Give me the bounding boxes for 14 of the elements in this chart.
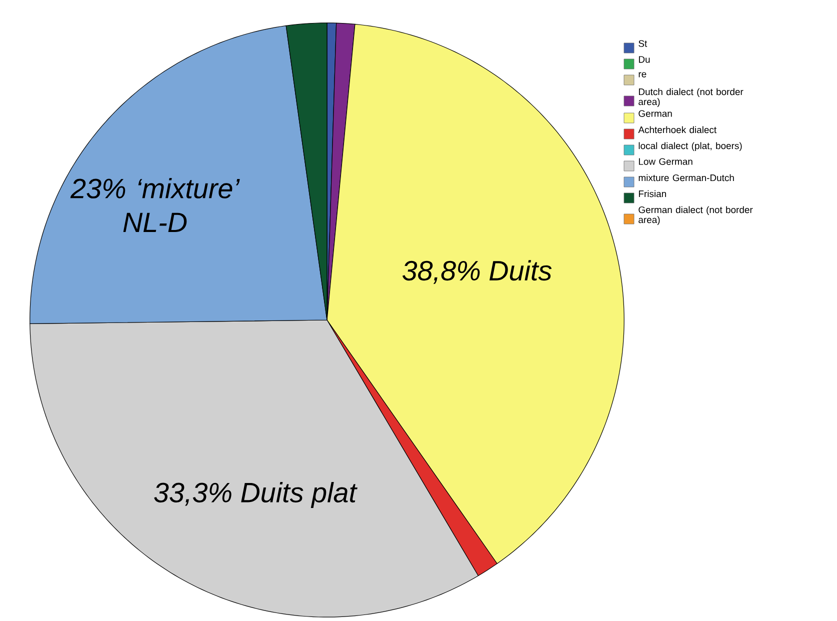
legend-label: re <box>638 72 646 78</box>
text: 38,8% Duits <box>402 260 552 284</box>
legend-label: German <box>638 110 672 117</box>
legend-label: Dutch dialect (not border area) <box>638 88 744 107</box>
legend-label: St <box>638 40 648 47</box>
legend-label: local dialect (plat, boers) <box>638 142 742 152</box>
legend-label: Low German <box>638 158 692 165</box>
legend-label: German dialect (not border area) <box>638 206 753 225</box>
legend-label: Achterhoek dialect <box>638 126 717 134</box>
legend-label: mixture German-Dutch <box>638 174 734 182</box>
text: 33,3% Duits plat <box>154 482 358 508</box>
legend-label: Du <box>638 56 650 63</box>
legend-label: Frisian <box>638 190 666 198</box>
text: 23% ‘mixture’ NL-D <box>70 178 240 232</box>
